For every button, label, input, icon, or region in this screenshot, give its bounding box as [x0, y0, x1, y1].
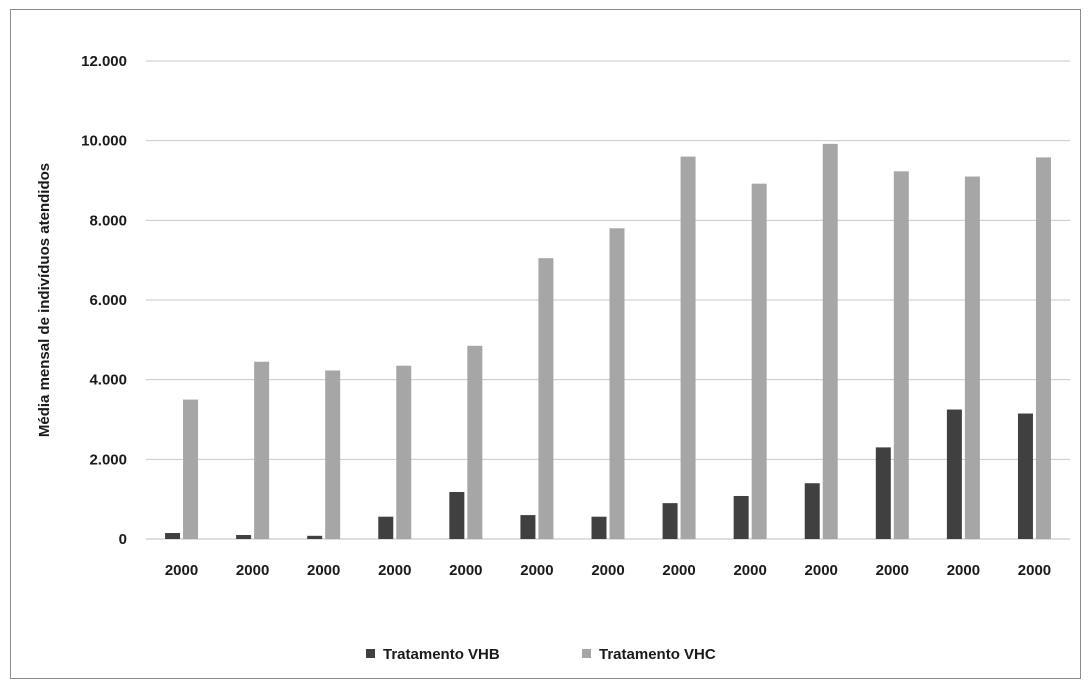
- legend-swatch: [582, 649, 591, 658]
- bar-tratamento-vhc: [964, 176, 980, 539]
- y-tick-label: 6.000: [89, 292, 127, 309]
- bar-tratamento-vhb: [378, 516, 394, 539]
- bar-tratamento-vhc: [1035, 157, 1051, 539]
- gridlines: [146, 60, 1070, 540]
- legend-label: Tratamento VHB: [383, 646, 500, 663]
- bar-tratamento-vhb: [307, 535, 323, 539]
- y-tick-label: 8.000: [89, 212, 127, 229]
- bars: [165, 143, 1051, 540]
- bar-tratamento-vhc: [467, 345, 483, 539]
- y-tick-label: 2.000: [89, 451, 127, 468]
- y-tick-label: 12.000: [81, 53, 127, 70]
- x-tick-label: 2000: [378, 562, 411, 579]
- y-tick-label: 4.000: [89, 372, 127, 389]
- x-tick-label: 2000: [520, 562, 553, 579]
- bar-tratamento-vhb: [875, 447, 891, 539]
- bar-tratamento-vhb: [946, 409, 962, 539]
- bar-tratamento-vhb: [733, 495, 749, 539]
- bar-tratamento-vhb: [236, 535, 252, 539]
- bar-tratamento-vhb: [1017, 413, 1033, 539]
- x-tick-label: 2000: [591, 562, 624, 579]
- x-tick-label: 2000: [307, 562, 340, 579]
- bar-tratamento-vhc: [751, 183, 767, 540]
- bar-tratamento-vhb: [591, 516, 607, 539]
- y-tick-label: 0: [119, 531, 127, 548]
- y-axis-ticks: 0 2.000 4.000 6.000 8.000 10.000 12.000: [81, 53, 127, 548]
- bar-tratamento-vhb: [804, 483, 820, 539]
- legend-swatch: [366, 649, 375, 658]
- x-tick-label: 2000: [662, 562, 695, 579]
- bar-tratamento-vhc: [609, 228, 625, 540]
- bar-tratamento-vhb: [520, 515, 536, 539]
- bar-tratamento-vhb: [662, 503, 678, 539]
- bar-tratamento-vhc: [396, 365, 412, 539]
- bar-tratamento-vhc: [538, 258, 554, 539]
- bar-tratamento-vhc: [254, 361, 270, 539]
- bar-tratamento-vhc: [325, 370, 341, 539]
- x-tick-label: 2000: [733, 562, 766, 579]
- x-tick-label: 2000: [876, 562, 909, 579]
- x-tick-label: 2000: [449, 562, 482, 579]
- x-axis-ticks: 2000 2000 2000 2000 2000 2000 2000 2000 2000 2000…: [165, 562, 1051, 579]
- x-tick-label: 2000: [947, 562, 980, 579]
- x-tick-label: 2000: [1018, 562, 1051, 579]
- x-tick-label: 2000: [805, 562, 838, 579]
- bar-tratamento-vhc: [893, 171, 909, 540]
- bar-tratamento-vhc: [680, 156, 696, 539]
- bar-tratamento-vhc: [822, 143, 838, 539]
- bar-tratamento-vhb: [165, 533, 181, 539]
- bar-tratamento-vhc: [183, 399, 199, 539]
- y-tick-label: 10.000: [81, 133, 127, 150]
- x-tick-label: 2000: [165, 562, 198, 579]
- x-tick-label: 2000: [236, 562, 269, 579]
- bar-tratamento-vhb: [449, 491, 465, 539]
- y-axis-label: Média mensal de indivíduos atendidos: [36, 163, 53, 437]
- legend-label: Tratamento VHC: [599, 646, 716, 663]
- legend: Tratamento VHB Tratamento VHC: [366, 646, 716, 663]
